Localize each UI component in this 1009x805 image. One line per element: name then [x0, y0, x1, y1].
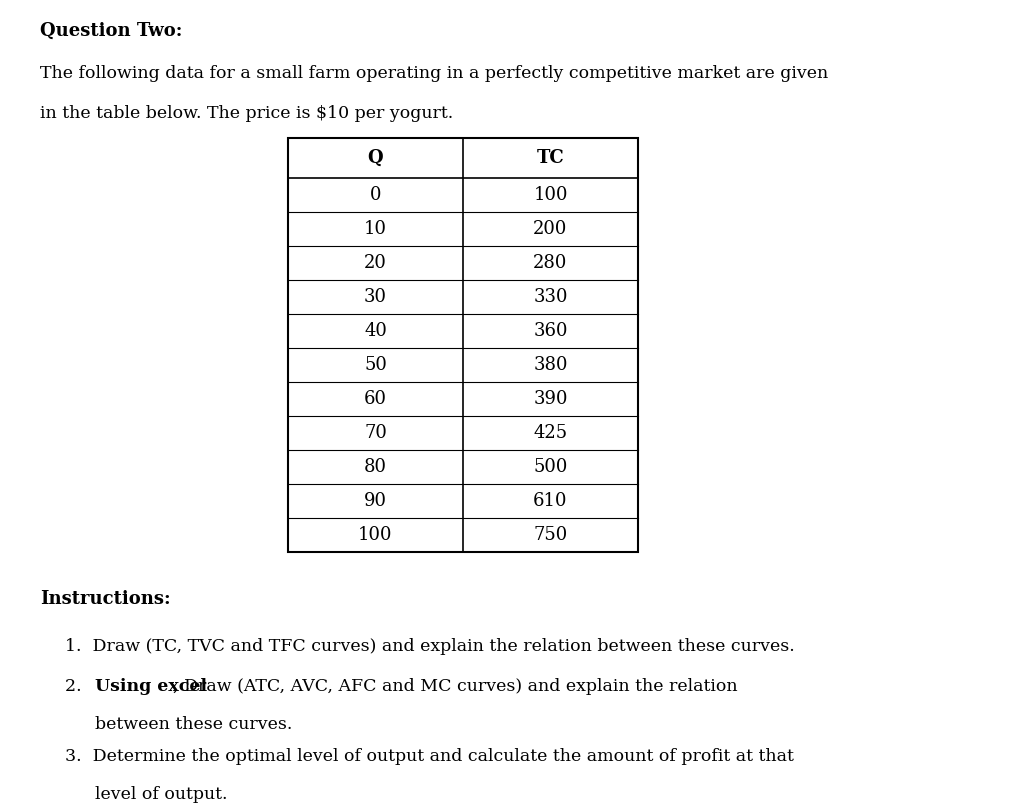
Text: 1.  Draw (TC, TVC and TFC curves) and explain the relation between these curves.: 1. Draw (TC, TVC and TFC curves) and exp… — [65, 638, 795, 655]
Text: 0: 0 — [369, 186, 381, 204]
Text: 390: 390 — [533, 390, 568, 408]
Text: 30: 30 — [364, 288, 387, 306]
Text: 40: 40 — [364, 322, 386, 340]
Text: 3.  Determine the optimal level of output and calculate the amount of profit at : 3. Determine the optimal level of output… — [65, 748, 794, 765]
Text: 500: 500 — [534, 458, 568, 476]
Text: 70: 70 — [364, 424, 386, 442]
Text: 330: 330 — [533, 288, 568, 306]
Text: 2.: 2. — [65, 678, 93, 695]
Text: 50: 50 — [364, 356, 386, 374]
Text: 750: 750 — [534, 526, 568, 544]
Text: 280: 280 — [534, 254, 568, 272]
Text: The following data for a small farm operating in a perfectly competitive market : The following data for a small farm oper… — [40, 65, 828, 82]
Text: Q: Q — [367, 149, 383, 167]
Text: TC: TC — [537, 149, 564, 167]
Bar — [288, 138, 638, 552]
Text: in the table below. The price is $10 per yogurt.: in the table below. The price is $10 per… — [40, 105, 453, 122]
Text: 610: 610 — [533, 492, 568, 510]
Text: 360: 360 — [533, 322, 568, 340]
Text: Using excel: Using excel — [95, 678, 207, 695]
Text: 100: 100 — [358, 526, 393, 544]
Text: 80: 80 — [364, 458, 387, 476]
Text: Instructions:: Instructions: — [40, 590, 171, 608]
Text: 100: 100 — [533, 186, 568, 204]
Text: 20: 20 — [364, 254, 386, 272]
Text: 90: 90 — [364, 492, 387, 510]
Text: level of output.: level of output. — [95, 786, 227, 803]
Text: 425: 425 — [534, 424, 567, 442]
Text: 60: 60 — [364, 390, 387, 408]
Text: between these curves.: between these curves. — [95, 716, 293, 733]
Text: 10: 10 — [364, 220, 387, 238]
Text: 200: 200 — [534, 220, 568, 238]
Text: 380: 380 — [533, 356, 568, 374]
Text: , Draw (ATC, AVC, AFC and MC curves) and explain the relation: , Draw (ATC, AVC, AFC and MC curves) and… — [173, 678, 738, 695]
Text: Question Two:: Question Two: — [40, 22, 183, 40]
